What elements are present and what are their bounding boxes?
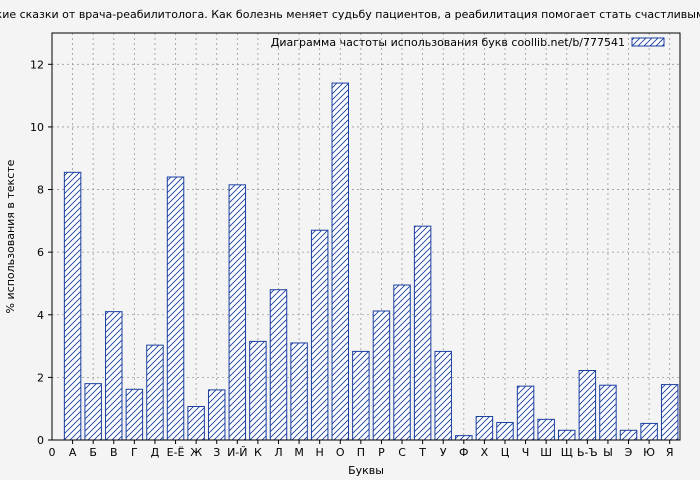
x-tick-label: З <box>213 446 220 459</box>
bar <box>290 342 308 441</box>
bar <box>105 311 123 441</box>
bar <box>537 418 555 441</box>
bar <box>516 385 535 441</box>
x-tick-label: Щ <box>561 446 573 459</box>
bar <box>599 384 617 441</box>
y-tick-label: 4 <box>37 309 44 322</box>
bar <box>331 82 349 441</box>
x-tick-label: Ш <box>540 446 552 459</box>
y-tick-label: 0 <box>37 434 44 447</box>
x-tick-label: Д <box>151 446 160 459</box>
y-tick-label: 12 <box>30 58 44 71</box>
bar <box>125 388 144 441</box>
bar <box>310 229 329 441</box>
x-tick-label: 0 <box>49 446 56 459</box>
bar <box>558 429 576 441</box>
y-tick-label: 2 <box>37 371 44 384</box>
bar <box>352 350 370 441</box>
bar <box>166 176 185 441</box>
x-tick-label: Ь-Ъ <box>577 446 598 459</box>
legend-swatch <box>631 37 665 47</box>
y-axis-label: % использования в тексте <box>4 159 17 313</box>
bar <box>187 406 205 441</box>
bar <box>640 422 658 441</box>
bar <box>475 416 494 441</box>
bar <box>249 340 267 441</box>
y-tick-label: 6 <box>37 246 44 259</box>
x-tick-label: П <box>357 446 365 459</box>
x-tick-label: М <box>294 446 304 459</box>
x-tick-label: Ю <box>643 446 655 459</box>
x-tick-label: Т <box>418 446 426 459</box>
legend: Диаграмма частоты использования букв coo… <box>271 36 665 49</box>
bar <box>146 344 164 441</box>
x-tick-label: Ы <box>603 446 613 459</box>
x-tick-label: Р <box>378 446 385 459</box>
bar <box>269 289 288 441</box>
x-tick-label: Е-Ё <box>167 446 185 459</box>
bar <box>455 435 473 441</box>
x-tick-label: Ф <box>459 446 468 459</box>
bar <box>63 171 82 441</box>
x-tick-label: В <box>110 446 118 459</box>
bar <box>207 389 226 441</box>
bar <box>413 225 432 441</box>
x-tick-label: К <box>254 446 262 459</box>
y-tick-label: 8 <box>37 184 44 197</box>
x-tick-label: Ч <box>522 446 530 459</box>
x-ticks: 0 А Б В Г Д Е-Ё Ж З И-Й К Л М Н О П Р С Т У Ф Х Ц Ч Ш Щ Ь-Ъ Ы Э Ю Я <box>49 440 674 459</box>
bar <box>619 429 638 441</box>
x-tick-label: А <box>69 446 77 459</box>
bar <box>84 383 102 441</box>
bar <box>393 284 411 441</box>
bars <box>63 82 679 441</box>
bar <box>660 384 679 441</box>
x-tick-label: О <box>336 446 345 459</box>
x-tick-label: И-Й <box>227 446 247 459</box>
bar <box>496 421 514 441</box>
x-tick-label: Г <box>131 446 138 459</box>
y-tick-label: 10 <box>30 121 44 134</box>
bar <box>578 369 597 441</box>
x-tick-label: Б <box>89 446 97 459</box>
bar <box>228 184 247 441</box>
legend-label: Диаграмма частоты использования букв coo… <box>271 36 625 49</box>
x-tick-label: Х <box>481 446 489 459</box>
x-tick-label: Ц <box>501 446 510 459</box>
x-tick-label: Я <box>666 446 674 459</box>
plot-frame <box>51 32 681 441</box>
x-tick-label: С <box>398 446 406 459</box>
bar <box>372 310 391 441</box>
bar <box>434 350 452 441</box>
x-tick-label: У <box>440 446 447 459</box>
x-tick-label: Ж <box>190 446 202 459</box>
x-tick-label: Н <box>316 446 324 459</box>
x-tick-label: Э <box>625 446 633 459</box>
x-tick-label: Л <box>274 446 282 459</box>
x-axis-label: Буквы <box>348 464 384 477</box>
y-ticks: 0 2 4 6 8 10 12 <box>30 58 52 447</box>
chart-title: …нские сказки от врача-реабилитолога. Ка… <box>0 8 700 21</box>
